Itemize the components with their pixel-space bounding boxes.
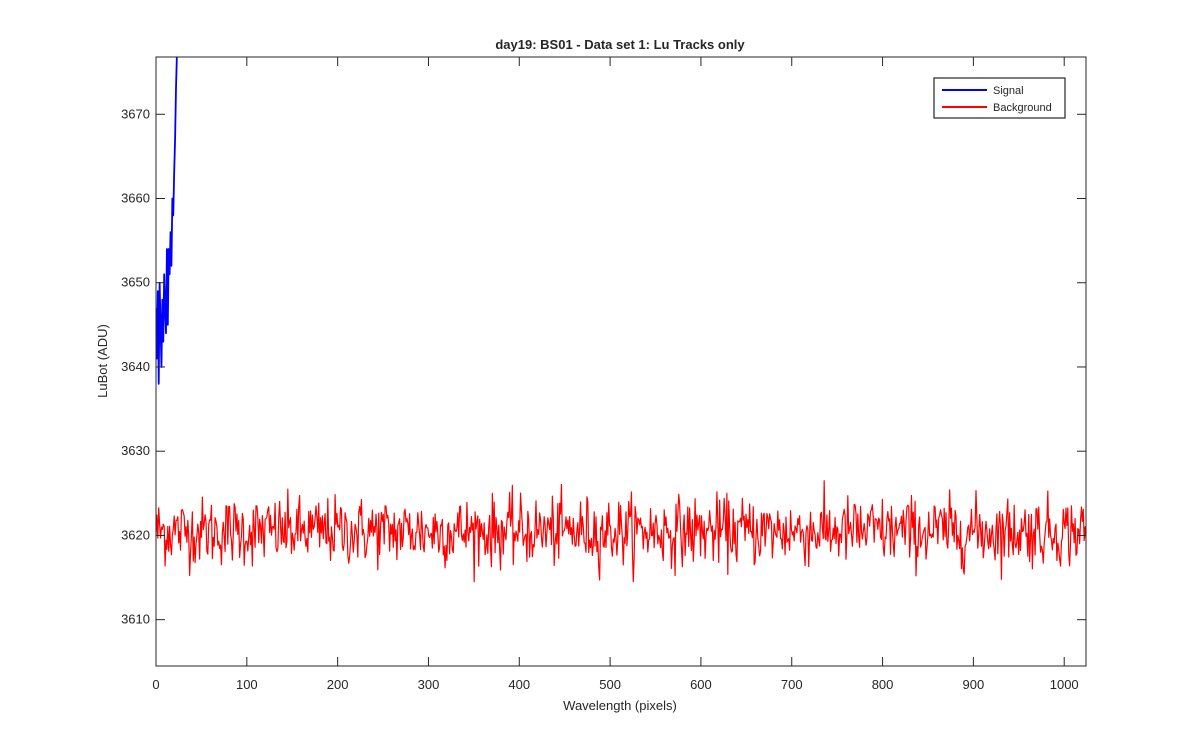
x-tick-label: 500 [599,677,621,692]
x-tick-label: 600 [690,677,712,692]
x-tick-label: 900 [963,677,985,692]
legend-box [933,77,1066,119]
x-tick-label: 800 [872,677,894,692]
x-tick-label: 100 [236,677,258,692]
y-tick-label: 3660 [121,191,150,206]
legend: Signal Background [933,77,1066,119]
y-tick-label: 3650 [121,275,150,290]
y-tick-label: 3640 [121,359,150,374]
plot-area [156,57,1086,666]
series-background-line [156,480,1086,583]
y-axis-label: LuBot (ADU) [95,324,110,398]
y-tick-label: 3610 [121,612,150,627]
chart-title: day19: BS01 - Data set 1: Lu Tracks only [495,37,745,52]
y-tick-label: 3670 [121,106,150,121]
x-tick-label: 300 [418,677,440,692]
axes-box [155,56,1087,667]
axes-layer: 0 100 200 300 400 500 600 700 800 900 1000 3610 3620… [121,56,1087,692]
series-layer [156,57,1086,583]
y-tick-label: 3620 [121,527,150,542]
plot-background [156,57,1086,666]
legend-signal-label: Signal [993,85,1024,97]
x-tick-label: 200 [327,677,349,692]
x-tick-label: 0 [152,677,159,692]
y-tick-label: 3630 [121,443,150,458]
x-axis-label: Wavelength (pixels) [563,698,677,713]
legend-background-label: Background [993,102,1052,114]
series-signal-line [156,57,178,385]
x-tick-label: 700 [781,677,803,692]
x-tick-label: 400 [508,677,530,692]
x-tick-label: 1000 [1050,677,1079,692]
